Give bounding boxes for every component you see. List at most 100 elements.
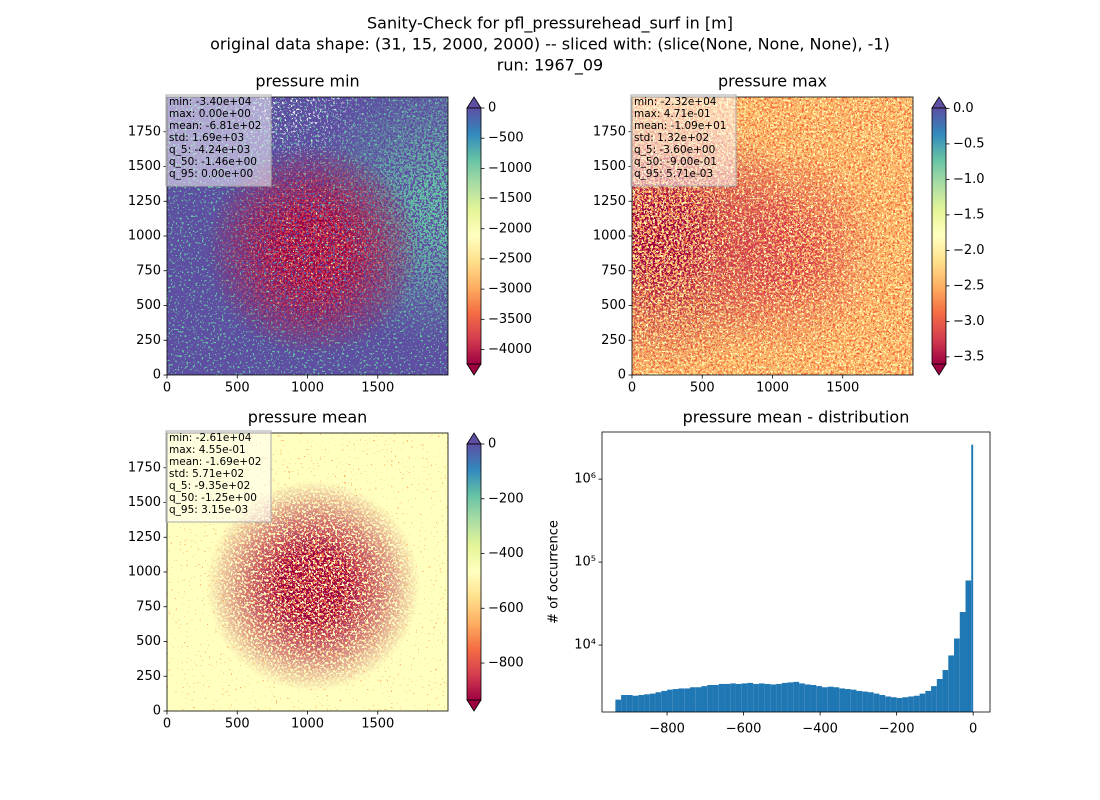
bar — [816, 686, 823, 712]
y-tick-label: 1250 — [128, 194, 161, 209]
stats-line: mean: -1.69e+02 — [169, 456, 261, 468]
stats-line: mean: -1.09e+01 — [634, 120, 726, 132]
colorbar-tick-label: 0 — [488, 437, 496, 452]
x-tick-label: 1000 — [291, 381, 324, 396]
colorbar-tick-label: −2.0 — [953, 243, 985, 258]
axes-title: pressure min — [255, 72, 359, 91]
y-tick-label: 1250 — [128, 530, 161, 545]
stats-line: q_95: 0.00e+00 — [169, 168, 253, 180]
x-tick-label: −800 — [649, 722, 685, 737]
suptitle: Sanity-Check for pfl_pressurehead_surf i… — [210, 14, 890, 76]
x-tick-label: 500 — [690, 381, 715, 396]
bar — [649, 693, 656, 712]
stats-line: std: 5.71e+02 — [169, 468, 244, 480]
bar — [776, 683, 782, 712]
stats-line: q_50: -9.00e-01 — [634, 156, 717, 168]
bar — [684, 688, 691, 712]
bar — [644, 694, 650, 712]
stats-line: min: -2.32e+04 — [634, 96, 717, 108]
colorbar-tick-label: −400 — [488, 546, 524, 561]
y-tick-label: 1500 — [593, 159, 626, 174]
stats-background — [630, 94, 737, 187]
stats-background — [165, 430, 272, 523]
colorbar — [466, 107, 482, 365]
bar — [850, 689, 857, 712]
bar — [971, 444, 974, 712]
bar — [833, 687, 840, 712]
bar — [873, 693, 880, 712]
colorbar-tick-label: −600 — [488, 601, 524, 616]
y-tick-label: 10⁴ — [574, 638, 596, 653]
bar — [942, 670, 949, 712]
x-tick-label: −200 — [879, 722, 915, 737]
colorbar-tick-label: −4000 — [488, 342, 532, 357]
stats-line: max: 4.55e-01 — [169, 444, 246, 456]
colorbar-tick-label: −3.0 — [953, 314, 985, 329]
stats-background — [165, 94, 272, 187]
y-tick-label: 10⁵ — [574, 555, 596, 570]
bar — [718, 683, 725, 712]
x-tick-label: 1500 — [361, 381, 394, 396]
colorbar-tick-label: 0.0 — [953, 101, 974, 116]
y-tick-label: 1250 — [593, 194, 626, 209]
bar — [804, 684, 811, 712]
bar — [781, 682, 788, 712]
colorbar-tick-label: −500 — [488, 131, 524, 146]
bar — [655, 692, 662, 712]
axes-title: pressure max — [718, 72, 827, 91]
stats-line: mean: -6.81e+02 — [169, 120, 261, 132]
x-tick-label: 0 — [969, 722, 977, 737]
colorbar-extend-bottom — [466, 699, 482, 712]
bar — [615, 699, 622, 712]
bar — [799, 683, 805, 712]
y-tick-label: 1000 — [593, 229, 626, 244]
x-tick-label: 1500 — [826, 381, 859, 396]
stats-line: q_5: -9.35e+02 — [169, 480, 250, 492]
y-tick-label: 500 — [136, 298, 161, 313]
colorbar-tick-label: −2000 — [488, 221, 532, 236]
colorbar-tick-label: −800 — [488, 656, 524, 671]
title-line: original data shape: (31, 15, 2000, 2000… — [210, 35, 890, 54]
colorbar-extend-bottom — [466, 363, 482, 376]
stats-line: max: 4.71e-01 — [634, 108, 711, 120]
bar — [822, 687, 828, 712]
axes-title: pressure mean - distribution — [683, 408, 910, 427]
axes-title: pressure mean — [248, 408, 368, 427]
x-tick-label: 0 — [628, 381, 636, 396]
colorbar-tick-label: −200 — [488, 491, 524, 506]
y-tick-label: 1750 — [593, 124, 626, 139]
y-tick-label: 1000 — [128, 229, 161, 244]
axes-frame — [601, 431, 991, 713]
colorbar-tick-label: −2.5 — [953, 278, 985, 293]
colorbar-tick-label: 0 — [488, 101, 496, 116]
bar — [867, 692, 874, 712]
x-tick-label: 1500 — [361, 717, 394, 732]
bar — [667, 689, 673, 712]
bar — [695, 687, 702, 712]
bar — [902, 697, 909, 712]
colorbar-extend-bottom — [931, 363, 947, 376]
colorbar — [466, 443, 482, 701]
x-tick-label: 0 — [163, 381, 171, 396]
bar — [810, 685, 817, 712]
stats-line: q_50: -1.25e+00 — [169, 492, 257, 504]
stats-line: q_95: 3.15e-03 — [169, 504, 248, 516]
bar — [896, 698, 903, 712]
colorbar-tick-label: −2500 — [488, 251, 532, 266]
x-tick-label: −400 — [802, 722, 838, 737]
y-tick-label: 1500 — [128, 495, 161, 510]
stats-line: max: 0.00e+00 — [169, 108, 251, 120]
y-tick-label: 250 — [136, 333, 161, 348]
bar — [701, 686, 708, 712]
bar — [661, 690, 668, 712]
colorbar-tick-label: −1.5 — [953, 207, 985, 222]
bar — [638, 695, 645, 712]
y-tick-label: 250 — [136, 669, 161, 684]
bar — [741, 683, 748, 712]
bar — [764, 683, 771, 712]
bar — [793, 681, 800, 712]
